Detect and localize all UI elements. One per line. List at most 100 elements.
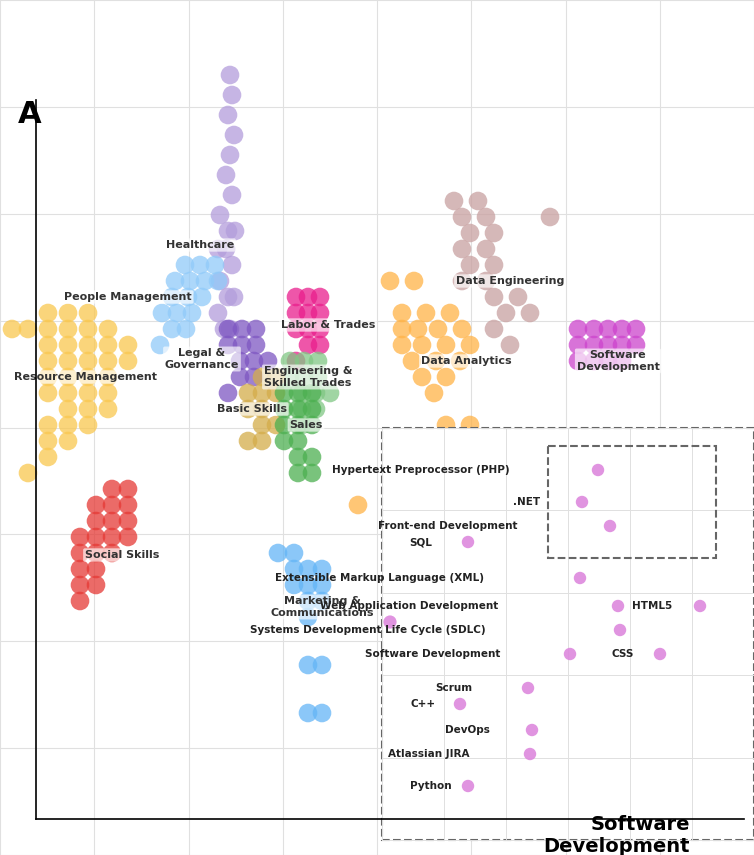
Point [396, 306, 408, 320]
Point [222, 109, 234, 122]
Point [90, 530, 102, 544]
Point [352, 498, 364, 512]
Point [22, 466, 34, 480]
Point [106, 546, 118, 560]
Point [588, 322, 600, 336]
Point [42, 322, 54, 336]
Point [242, 386, 254, 400]
Bar [548, 446, 716, 558]
Point [222, 339, 234, 352]
Point [588, 354, 600, 368]
Point [270, 418, 282, 432]
Point [462, 535, 474, 549]
Text: A: A [18, 100, 41, 129]
Point [102, 386, 114, 400]
Point [464, 227, 476, 240]
Point [278, 418, 290, 432]
Point [82, 339, 94, 352]
Text: Resource Management: Resource Management [14, 372, 158, 382]
Point [42, 339, 54, 352]
Point [179, 258, 191, 272]
Point [106, 514, 118, 528]
Point [572, 339, 584, 352]
Point [472, 194, 484, 208]
Point [106, 498, 118, 512]
Text: Hypertext Preprocessor (PHP): Hypertext Preprocessor (PHP) [333, 465, 510, 475]
Point [256, 418, 268, 432]
Point [236, 322, 248, 336]
Point [488, 290, 500, 304]
Point [576, 495, 588, 509]
Point [488, 322, 500, 336]
Point [302, 706, 314, 720]
Point [396, 322, 408, 336]
Point [122, 482, 134, 496]
Point [444, 306, 456, 320]
Point [82, 418, 94, 432]
Text: Extensible Markup Language (XML): Extensible Markup Language (XML) [275, 573, 484, 583]
Point [564, 647, 576, 661]
Point [316, 594, 328, 608]
Point [106, 482, 118, 496]
Point [256, 402, 268, 416]
Point [74, 578, 86, 592]
Point [420, 306, 432, 320]
Point [306, 402, 318, 416]
Point [62, 370, 74, 384]
Point [82, 354, 94, 368]
Point [234, 370, 246, 384]
Point [199, 274, 211, 288]
Point [154, 339, 166, 352]
Point [462, 779, 474, 793]
Point [278, 434, 290, 448]
Point [316, 706, 328, 720]
Text: CSS: CSS [611, 649, 634, 659]
Point [314, 339, 326, 352]
Point [256, 370, 268, 384]
Point [314, 322, 326, 336]
Point [290, 306, 302, 320]
Text: Data Analytics: Data Analytics [421, 356, 511, 366]
Point [316, 658, 328, 672]
Text: Labor & Trades: Labor & Trades [280, 320, 375, 330]
Point [284, 370, 296, 384]
Point [42, 434, 54, 448]
Point [90, 562, 102, 575]
Point [90, 578, 102, 592]
Point [512, 290, 524, 304]
Point [292, 386, 304, 400]
Point [464, 339, 476, 352]
Text: Front-end Development: Front-end Development [379, 521, 518, 531]
Point [62, 339, 74, 352]
Point [574, 571, 586, 585]
Point [182, 290, 194, 304]
Point [74, 594, 86, 608]
Text: Systems Development Life Cycle (SDLC): Systems Development Life Cycle (SDLC) [250, 625, 486, 635]
Point [290, 354, 302, 368]
Point [302, 306, 314, 320]
Point [62, 322, 74, 336]
Point [186, 306, 198, 320]
Point [384, 274, 396, 288]
Point [302, 578, 314, 592]
Point [432, 322, 444, 336]
Point [440, 339, 452, 352]
Point [312, 370, 324, 384]
Text: Basic Skills: Basic Skills [217, 404, 287, 414]
Point [234, 354, 246, 368]
Point [180, 322, 192, 336]
Point [250, 322, 262, 336]
Point [226, 258, 238, 272]
Point [102, 402, 114, 416]
Point [228, 290, 240, 304]
Point [416, 370, 428, 384]
Point [74, 546, 86, 560]
Point [42, 306, 54, 320]
Point [396, 339, 408, 352]
Text: Scrum: Scrum [435, 683, 472, 693]
Text: Software
Development: Software Development [577, 351, 660, 372]
Point [316, 562, 328, 575]
Point [166, 322, 178, 336]
Point [384, 615, 396, 628]
Point [440, 418, 452, 432]
